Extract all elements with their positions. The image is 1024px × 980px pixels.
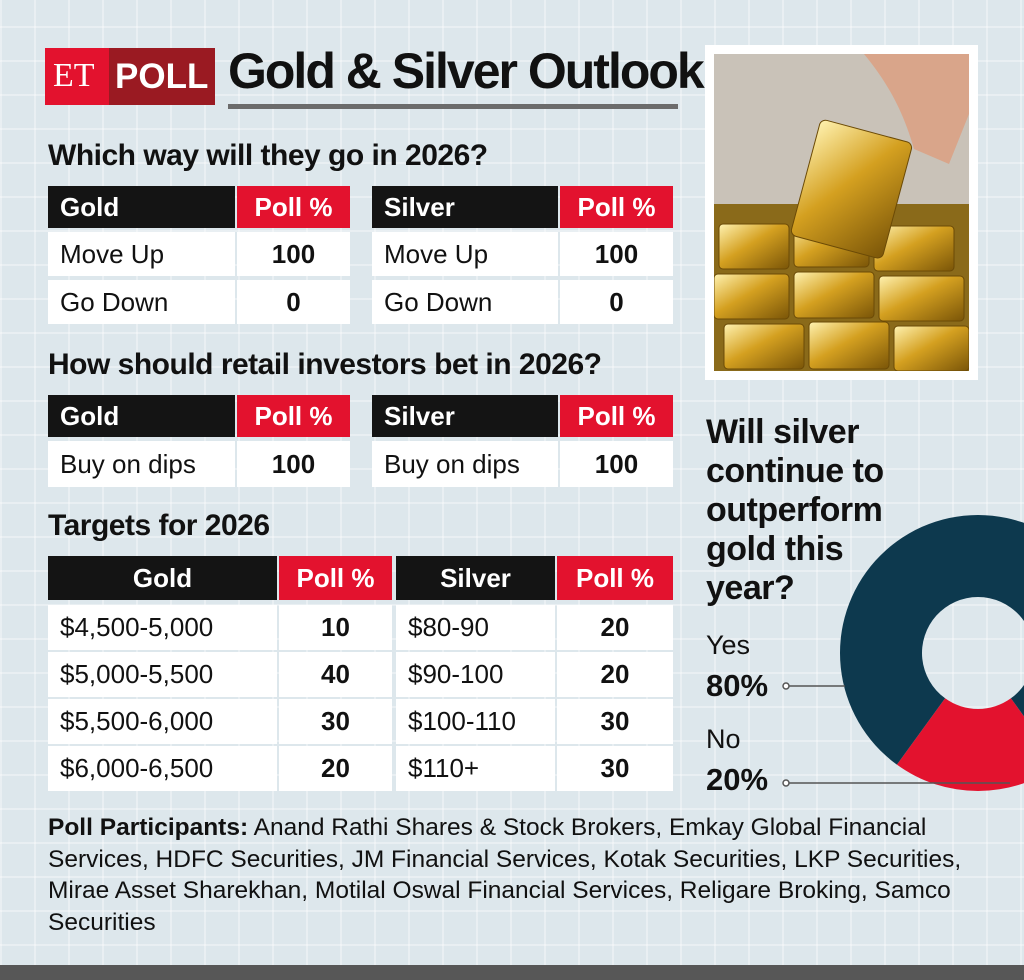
table-label: $5,000-5,500 — [48, 652, 277, 697]
table-label: Buy on dips — [372, 441, 558, 487]
badge-et: ET — [53, 57, 95, 94]
title-underline — [228, 104, 678, 109]
table-value: 100 — [237, 441, 350, 487]
table-header: Poll % — [237, 395, 350, 437]
section-heading: How should retail investors bet in 2026? — [48, 348, 602, 381]
legend-label: Yes — [706, 630, 751, 660]
section-heading: Which way will they go in 2026? — [48, 139, 488, 172]
table-label: Buy on dips — [48, 441, 235, 487]
donut-segment — [896, 698, 1024, 791]
table-label: $5,500-6,000 — [48, 699, 277, 744]
table-header: Poll % — [279, 556, 392, 600]
participants-label: Poll Participants: — [48, 814, 249, 841]
table-label: Move Up — [48, 232, 235, 276]
table-header: Silver — [372, 395, 558, 437]
participants-text: Anand Rathi Shares & Stock Brokers, Emka… — [48, 814, 962, 936]
table-label: $4,500-5,000 — [48, 605, 277, 650]
table-value: 30 — [279, 699, 392, 744]
table-label: Go Down — [372, 280, 558, 324]
table-label: Go Down — [48, 280, 235, 324]
table-value: 30 — [557, 699, 673, 744]
table-header: Silver — [372, 186, 558, 228]
table-header: Gold — [48, 186, 235, 228]
table-value: 100 — [560, 441, 673, 487]
participants: Poll Participants: Anand Rathi Shares & … — [48, 812, 988, 938]
table-value: 30 — [557, 746, 673, 791]
data-label: 80% — [706, 668, 769, 703]
table-value: 10 — [279, 605, 392, 650]
table-value: 100 — [560, 232, 673, 276]
data-label: 20% — [706, 762, 769, 797]
table-header: Silver — [396, 556, 555, 600]
table-label: $110+ — [396, 746, 555, 791]
table-value: 0 — [237, 280, 350, 324]
table-label: $80-90 — [396, 605, 555, 650]
table-value: 0 — [560, 280, 673, 324]
table-header: Poll % — [557, 556, 673, 600]
chart-title: Will silver continue to outperform gold … — [706, 413, 884, 607]
table-header: Gold — [48, 395, 235, 437]
table-label: $100-110 — [396, 699, 555, 744]
table-label: $6,000-6,500 — [48, 746, 277, 791]
table-header: Poll % — [560, 186, 673, 228]
legend-label: No — [706, 724, 741, 754]
section-heading: Targets for 2026 — [48, 509, 270, 542]
table-value: 20 — [279, 746, 392, 791]
table-value: 100 — [237, 232, 350, 276]
table-label: Move Up — [372, 232, 558, 276]
table-label: $90-100 — [396, 652, 555, 697]
bottom-strip — [0, 965, 1024, 980]
table-header: Poll % — [560, 395, 673, 437]
table-value: 20 — [557, 605, 673, 650]
leader-lines — [782, 682, 1010, 787]
donut-chart — [782, 515, 1024, 791]
main-title: Gold & Silver Outlook — [228, 43, 705, 99]
photo-frame — [705, 45, 978, 380]
table-header: Poll % — [237, 186, 350, 228]
et-badge: ET POLL — [45, 48, 215, 105]
gold-photo — [714, 54, 969, 371]
table-value: 40 — [279, 652, 392, 697]
table-header: Gold — [48, 556, 277, 600]
donut-segment — [840, 515, 1024, 765]
badge-poll: POLL — [115, 57, 209, 96]
table-value: 20 — [557, 652, 673, 697]
